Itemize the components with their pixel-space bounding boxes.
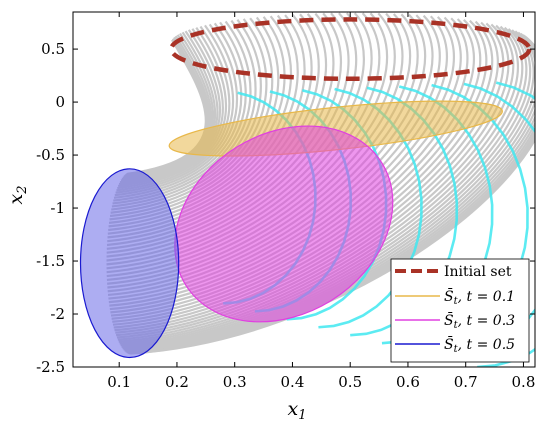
ellipse-2 — [174, 125, 394, 323]
trajectory — [124, 34, 535, 352]
y-tick-label: -1 — [50, 199, 65, 217]
x-tick-label: 0.4 — [281, 373, 305, 391]
y-tick-label: -1.5 — [36, 252, 65, 270]
x-tick-label: 0.2 — [165, 373, 189, 391]
ellipse-3 — [79, 168, 180, 359]
x-tick-label: 0.8 — [512, 373, 536, 391]
x-tick-label: 0.7 — [454, 373, 478, 391]
trajectory — [112, 19, 482, 323]
trajectory — [117, 25, 519, 341]
trajectory — [114, 21, 499, 332]
legend-label-initial-set: Initial set — [444, 264, 512, 280]
trajectory — [120, 29, 532, 347]
legend: Initial set S̄t, t = 0.1 S̄t, t = 0.3 S̄… — [390, 258, 530, 363]
legend-box — [390, 258, 530, 363]
trajectory — [121, 32, 214, 181]
x-tick-label: 0.1 — [107, 373, 131, 391]
trajectory — [116, 24, 515, 339]
trajectory — [126, 36, 535, 354]
y-tick-label: 0 — [55, 93, 65, 111]
x-tick-label: 0.3 — [223, 373, 247, 391]
x-tick-label: 0.5 — [338, 373, 362, 391]
trajectory — [127, 37, 535, 354]
plot-area — [79, 12, 535, 367]
trajectory — [130, 41, 535, 355]
ellipse-0 — [168, 17, 532, 82]
x-tick-label: 0.6 — [396, 373, 420, 391]
trajectory — [118, 26, 524, 343]
legend-label-t05: S̄t, t = 0.5 — [444, 335, 515, 355]
trajectory — [112, 19, 488, 326]
x-axis-title: x1 — [288, 398, 307, 423]
trajectory — [122, 34, 213, 179]
axis-ticks: 0.1 0.2 0.3 0.4 0.5 0.6 0.7 0.8 0.5 0 -0.5 -1 -1.5 -2… — [36, 12, 535, 391]
y-tick-label: -2.5 — [36, 358, 65, 376]
y-tick-label: -2 — [50, 305, 65, 323]
y-tick-label: -0.5 — [36, 146, 65, 164]
plot-frame — [72, 11, 536, 368]
trajectory — [120, 31, 216, 182]
trajectory — [113, 20, 494, 329]
y-tick-label: 0.5 — [41, 40, 65, 58]
trajectory — [121, 30, 535, 348]
reachable-sets — [79, 17, 532, 359]
legend-label-t01: S̄t, t = 0.1 — [444, 287, 515, 307]
trajectory — [119, 30, 219, 184]
trajectory — [119, 28, 528, 345]
trajectory — [123, 32, 535, 351]
trajectory — [122, 31, 535, 350]
legend-label-t03: S̄t, t = 0.3 — [444, 311, 515, 331]
y-axis-title: x2 — [5, 186, 30, 205]
trajectory — [118, 29, 222, 186]
trajectory — [125, 35, 535, 353]
